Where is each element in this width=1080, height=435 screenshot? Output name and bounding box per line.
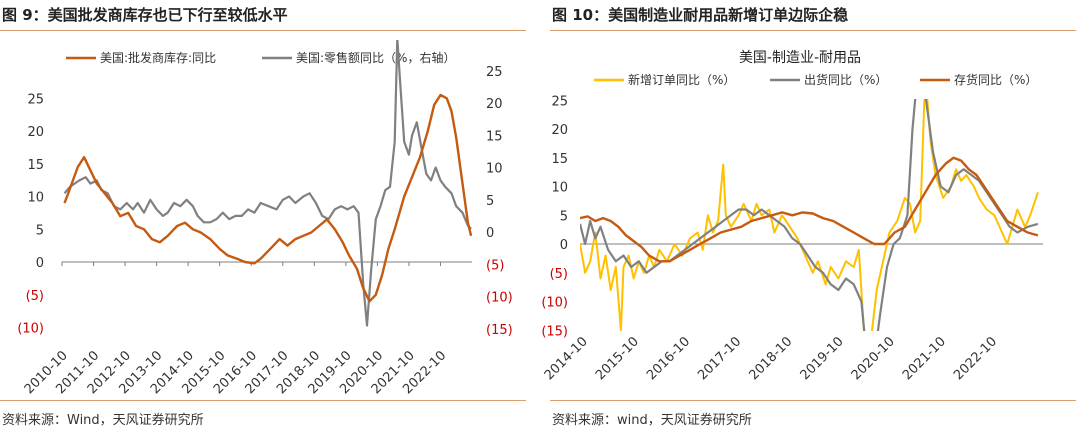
left-axis-tick: 25 <box>27 92 44 107</box>
x-axis-tick: 2018-10 <box>746 334 795 383</box>
y-axis-tick: (10) <box>541 296 568 311</box>
chart-9: 美国:批发商库存:同比 美国:零售额同比（%，右轴） 25 20 15 10 5 0 (5) (1… <box>17 40 513 397</box>
x-axis-tick: 2021-10 <box>900 334 949 383</box>
series-retail-sales-line <box>63 40 472 327</box>
left-axis-tick: 10 <box>27 191 44 206</box>
legend-shipments-label: 出货同比（%） <box>804 72 887 87</box>
right-axis-tick: 25 <box>486 65 503 80</box>
figure-10-title: 图 10：美国制造业耐用品新增订单边际企稳 <box>552 6 849 24</box>
right-axis-tick: (10) <box>486 291 513 306</box>
left-axis-tick: 15 <box>27 158 44 173</box>
y-axis-tick: 25 <box>551 94 568 109</box>
x-axis-tick: 2015-10 <box>593 334 642 383</box>
series-wholesale-inventory-line <box>63 93 473 303</box>
title-rule <box>0 30 526 31</box>
chart-title: 美国-制造业-耐用品 <box>739 50 861 66</box>
y-axis-tick: 5 <box>560 209 568 224</box>
y-axis-tick: 10 <box>551 181 568 196</box>
series-new-orders-line <box>580 99 1039 331</box>
x-axis-tick: 2019-10 <box>798 334 847 383</box>
y-axis-tick: (5) <box>550 267 568 282</box>
series-shipments-line <box>580 99 1039 331</box>
title-rule <box>550 30 1076 31</box>
y-axis-tick: (15) <box>541 324 568 339</box>
series-inventories-line <box>580 156 1039 263</box>
right-axis-tick: 20 <box>486 97 503 112</box>
right-axis-tick: (5) <box>486 258 504 273</box>
source-rule <box>550 400 1076 401</box>
x-axis-tick: 2014-10 <box>542 334 591 383</box>
source-note: 资料来源：wind，天风证券研究所 <box>552 413 752 428</box>
figure-9-title: 图 9：美国批发商库存也已下行至较低水平 <box>2 6 288 24</box>
source-rule <box>0 400 526 401</box>
right-axis-tick: (15) <box>486 323 513 338</box>
legend-inventories-label: 存货同比（%） <box>954 72 1037 87</box>
right-axis-tick: 0 <box>486 226 494 241</box>
x-axis-tick: 2022-10 <box>951 334 1000 383</box>
x-axis-tick: 2017-10 <box>695 334 744 383</box>
left-figure: 图 9：美国批发商库存也已下行至较低水平 美国:批发商库存:同比 美国:零售额同比… <box>0 0 530 435</box>
left-axis-tick: 0 <box>36 256 44 271</box>
legend-new-orders-label: 新增订单同比（%） <box>628 72 735 87</box>
left-axis-tick: 20 <box>27 125 44 140</box>
right-axis-tick: 15 <box>486 129 503 144</box>
right-axis-tick: 10 <box>486 162 503 177</box>
left-axis-tick: (5) <box>26 289 44 304</box>
right-axis-tick: 5 <box>486 194 494 209</box>
right-figure: 图 10：美国制造业耐用品新增订单边际企稳 美国-制造业-耐用品 新增订单同比（%… <box>541 0 1080 435</box>
x-axis-tick: 2016-10 <box>644 334 693 383</box>
legend-label-retail: 美国:零售额同比（%，右轴） <box>296 50 455 65</box>
x-axis-tick: 2020-10 <box>849 334 898 383</box>
y-axis-tick: 20 <box>551 123 568 138</box>
source-note: 资料来源：Wind，天风证券研究所 <box>2 413 204 428</box>
left-axis-tick: 5 <box>36 223 44 238</box>
y-axis-tick: 15 <box>551 152 568 167</box>
y-axis-tick: 0 <box>560 238 568 253</box>
left-axis-tick: (10) <box>17 322 44 337</box>
legend-label-inventory: 美国:批发商库存:同比 <box>100 50 216 65</box>
